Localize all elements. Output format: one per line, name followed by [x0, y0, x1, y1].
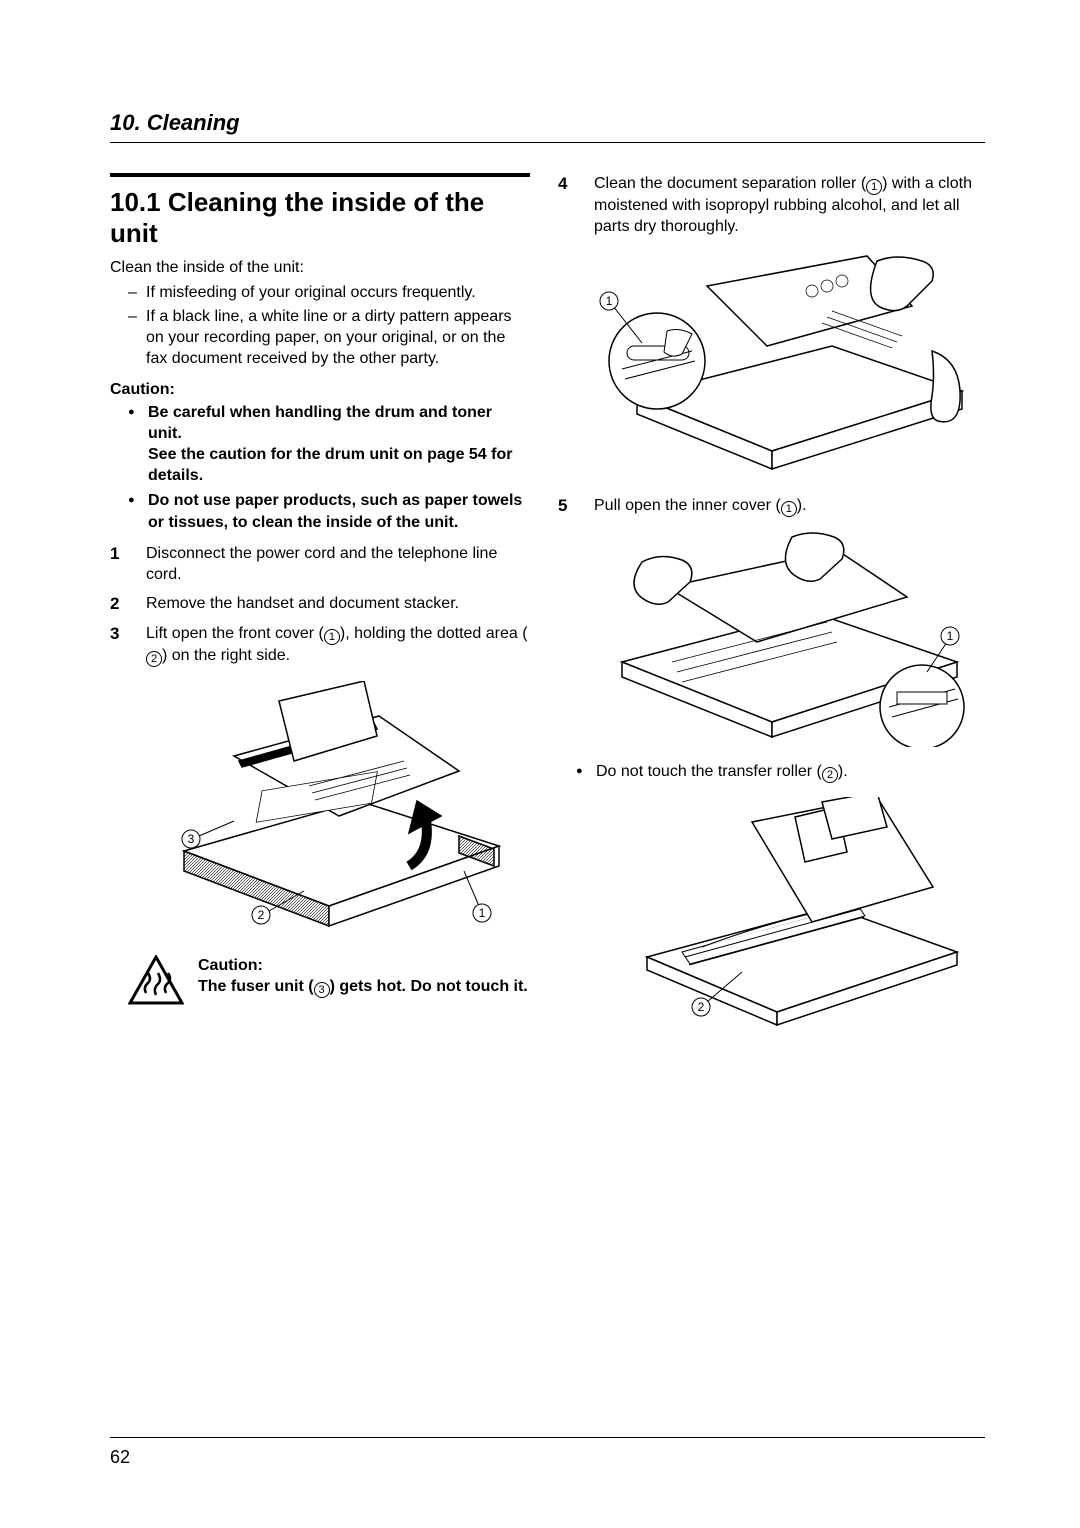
step-text: Clean the document separation roller (1)… — [594, 173, 978, 237]
callout-1: 1 — [781, 501, 797, 517]
hot-caution-body: The fuser unit (3) gets hot. Do not touc… — [198, 976, 530, 998]
steps-right-1: 4 Clean the document separation roller (… — [558, 173, 978, 237]
step-item: 1 Disconnect the power cord and the tele… — [110, 543, 530, 585]
step-item: 4 Clean the document separation roller (… — [558, 173, 978, 237]
svg-text:1: 1 — [947, 629, 954, 643]
section-title: 10.1 Cleaning the inside of the unit — [110, 187, 530, 249]
two-column-layout: 10.1 Cleaning the inside of the unit Cle… — [110, 173, 985, 1041]
svg-text:2: 2 — [698, 1000, 705, 1014]
svg-text:1: 1 — [479, 906, 486, 920]
figure-step3: 3 2 1 — [128, 681, 530, 941]
step-item: 3 Lift open the front cover (1), holding… — [110, 623, 530, 667]
caution-label: Caution: — [110, 379, 530, 400]
step-number: 2 — [110, 593, 132, 615]
manual-page: 10. Cleaning 10.1 Cleaning the inside of… — [0, 0, 1080, 1528]
steps-left: 1 Disconnect the power cord and the tele… — [110, 543, 530, 668]
section-rule — [110, 173, 530, 177]
step-text: Remove the handset and document stacker. — [146, 593, 530, 615]
hot-caution: Caution: The fuser unit (3) gets hot. Do… — [110, 955, 530, 1007]
header-rule — [110, 142, 985, 143]
hot-caution-label: Caution: — [198, 955, 530, 976]
chapter-header: 10. Cleaning — [110, 110, 985, 136]
figure-transfer-roller: 2 — [576, 797, 978, 1027]
step-text: Pull open the inner cover (1). — [594, 495, 978, 517]
step-number: 5 — [558, 495, 580, 517]
step-text: Lift open the front cover (1), holding t… — [146, 623, 530, 667]
callout-1: 1 — [324, 629, 340, 645]
footer-rule — [110, 1437, 985, 1438]
callout-1: 1 — [866, 179, 882, 195]
fax-lift-cover-illustration: 3 2 1 — [128, 681, 530, 941]
step-item: 5 Pull open the inner cover (1). — [558, 495, 978, 517]
step-number: 4 — [558, 173, 580, 237]
right-column: 4 Clean the document separation roller (… — [558, 173, 978, 1041]
page-number: 62 — [110, 1447, 130, 1468]
callout-3: 3 — [314, 982, 330, 998]
section-title-text: Cleaning the inside of the unit — [110, 187, 484, 248]
steps-right-2: 5 Pull open the inner cover (1). — [558, 495, 978, 517]
step-number: 3 — [110, 623, 132, 667]
caution-list: Be careful when handling the drum and to… — [110, 402, 530, 533]
transfer-roller-illustration: 2 — [576, 797, 978, 1027]
figure-step5: 1 — [576, 532, 978, 747]
svg-text:3: 3 — [188, 832, 195, 846]
step-number: 1 — [110, 543, 132, 585]
condition-item: If a black line, a white line or a dirty… — [128, 306, 530, 369]
conditions-list: If misfeeding of your original occurs fr… — [110, 282, 530, 368]
step-item: 2 Remove the handset and document stacke… — [110, 593, 530, 615]
caution-item: Be careful when handling the drum and to… — [128, 402, 530, 486]
left-column: 10.1 Cleaning the inside of the unit Cle… — [110, 173, 530, 1041]
callout-2: 2 — [146, 651, 162, 667]
figure-step4: 1 — [576, 251, 978, 481]
hot-caution-text: Caution: The fuser unit (3) gets hot. Do… — [198, 955, 530, 998]
hot-surface-icon — [128, 955, 184, 1007]
intro-text: Clean the inside of the unit: — [110, 257, 530, 278]
section-number: 10.1 — [110, 187, 161, 217]
svg-text:2: 2 — [258, 908, 265, 922]
caution-item: Do not use paper products, such as paper… — [128, 490, 530, 532]
open-inner-cover-illustration: 1 — [576, 532, 978, 747]
right-bullet-list: Do not touch the transfer roller (2). — [558, 761, 978, 783]
right-bullet: Do not touch the transfer roller (2). — [576, 761, 978, 783]
clean-roller-illustration: 1 — [576, 251, 978, 481]
svg-text:1: 1 — [606, 294, 613, 308]
condition-item: If misfeeding of your original occurs fr… — [128, 282, 530, 303]
callout-2: 2 — [822, 767, 838, 783]
step-text: Disconnect the power cord and the teleph… — [146, 543, 530, 585]
